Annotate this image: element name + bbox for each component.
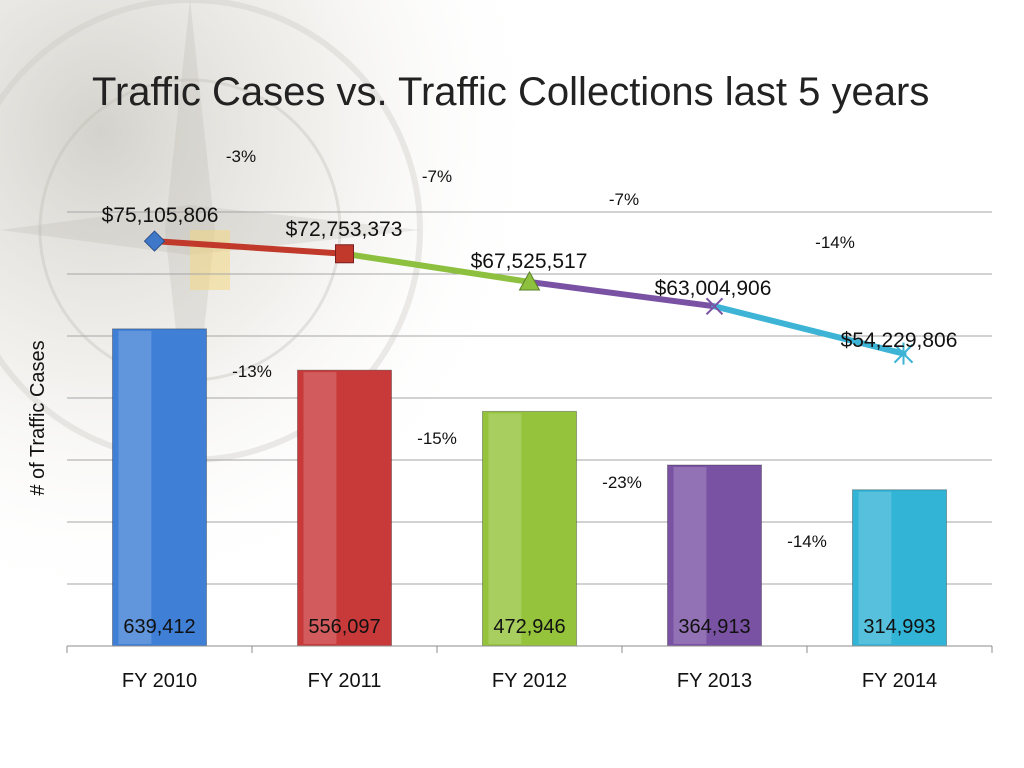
bar [667,464,762,647]
line-change-label: -3% [226,147,256,166]
line-segment [151,238,348,257]
x-tick-label: FY 2011 [308,670,382,692]
bar-change-label: -15% [417,429,457,448]
slide-title: Traffic Cases vs. Traffic Collections la… [92,70,930,114]
line-segment [711,303,907,357]
line-segment [526,278,718,310]
line-value-label: $63,004,906 [655,277,772,300]
collections-line [151,238,907,357]
marker-x [705,297,724,316]
line-value-label: $67,525,517 [471,250,588,273]
bar-change-label: -13% [232,362,272,381]
bar-highlight [858,491,892,644]
bar-change-labels: -13% -15% -23% -14% [232,362,827,551]
x-axis: FY 2010 FY 2011 FY 2012 FY 2013 FY 2014 [66,645,993,692]
line-change-label: -7% [609,190,639,209]
bar-value-label: 472,946 [493,616,565,638]
bar-highlight [673,467,707,644]
x-tick-label: FY 2013 [677,670,752,692]
bar [112,328,207,647]
bar-value-labels: 639,412 556,097 472,946 364,913 314,993 [123,616,935,638]
line-change-label: -14% [815,233,855,252]
x-tick-label: FY 2012 [492,670,567,692]
marker-square [335,244,354,264]
x-tick-label: FY 2014 [862,670,937,692]
bar-value-label: 639,412 [123,616,195,638]
line-change-label: -7% [422,167,452,186]
line-value-label: $54,229,806 [841,329,958,352]
bar-highlight [488,413,522,644]
bar [482,410,577,647]
bar-change-label: -14% [787,532,827,551]
bar-change-label: -23% [602,473,642,492]
bar-highlight [303,372,337,644]
line-value-label: $72,753,373 [286,218,403,241]
bar-value-label: 556,097 [308,616,380,638]
y-axis-label: # of Traffic Cases [27,340,49,495]
bar [297,369,392,647]
bar-highlight [118,330,152,644]
bar-series [112,328,947,647]
x-tick-label: FY 2010 [122,670,197,692]
line-segment [341,250,533,285]
collections-markers [143,230,914,365]
bar-value-label: 364,913 [678,616,750,638]
line-change-labels: -3% -7% -7% -14% [226,147,855,252]
marker-diamond [143,230,166,252]
bar-value-label: 314,993 [863,616,935,638]
marker-star [893,342,914,365]
line-value-label: $75,105,806 [102,204,219,227]
line-value-labels: $75,105,806 $72,753,373 $67,525,517 $63,004… [102,204,958,352]
bar [852,489,947,647]
marker-triangle [518,270,541,291]
